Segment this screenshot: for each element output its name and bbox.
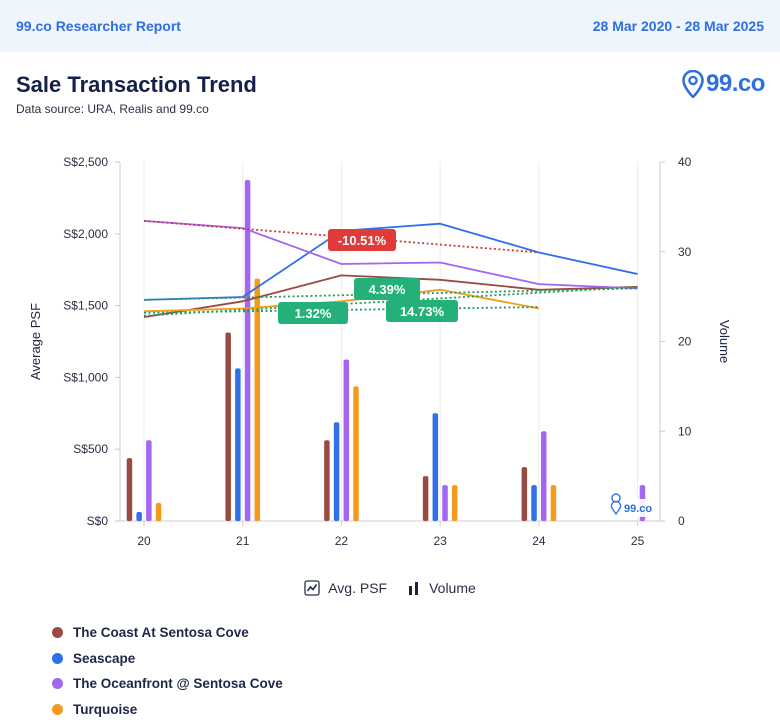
volume-bar xyxy=(521,467,528,521)
x-tick-label: 23 xyxy=(433,534,447,548)
volume-bar xyxy=(353,386,359,521)
legend-label-turquoise: Turquoise xyxy=(73,701,138,717)
x-tick-label: 25 xyxy=(631,534,645,548)
legend-item-turquoise[interactable]: Turquoise xyxy=(52,697,283,722)
trend-badge-label: 4.39% xyxy=(369,282,406,297)
trend-badge-label: -10.51% xyxy=(338,233,387,248)
trend-badge xyxy=(278,302,348,324)
legend-dot-turquoise xyxy=(52,703,63,715)
legend-dot-the-coast xyxy=(52,627,63,639)
y-right-tick-label: 10 xyxy=(678,424,692,438)
volume-bar xyxy=(324,440,330,521)
legend-label-oceanfront: The Oceanfront @ Sentosa Cove xyxy=(73,676,283,692)
y-right-axis-title: Volume xyxy=(717,320,732,363)
volume-bar xyxy=(235,368,241,521)
volume-bar xyxy=(136,512,142,521)
chart-type-legend: Avg. PSF Volume xyxy=(0,580,780,596)
volume-bar xyxy=(531,485,537,521)
watermark-logo-text: 99.co xyxy=(624,503,652,515)
volume-bar xyxy=(432,413,439,521)
volume-bar xyxy=(442,485,448,521)
report-label: 99.co Researcher Report xyxy=(16,18,181,34)
y-left-tick-label: S$500 xyxy=(73,442,108,456)
sale-transaction-chart: 20 21 22 23 24 25 S$0 S$500 S$1,000 S$1,500 S$2,00… xyxy=(28,155,732,548)
legend-item-seascape[interactable]: Seascape xyxy=(52,646,283,672)
y-left-tick-label: S$1,000 xyxy=(63,370,108,384)
bar-chart-icon xyxy=(409,582,419,595)
data-source-note: Data source: URA, Realis and 99.co xyxy=(16,102,209,116)
watermark-background xyxy=(610,499,654,517)
volume-bar xyxy=(333,422,340,521)
volume-bar xyxy=(540,431,547,521)
volume-bar xyxy=(422,476,429,521)
volume-bar xyxy=(146,440,152,521)
report-header-bar: 99.co Researcher Report 28 Mar 2020 - 28… xyxy=(0,0,780,52)
avg-psf-line xyxy=(143,274,638,318)
watermark-pin-icon xyxy=(610,493,622,516)
y-right-tick-label: 20 xyxy=(678,335,692,349)
y-left-tick-label: S$2,500 xyxy=(63,155,108,169)
line-chart-icon xyxy=(304,580,320,596)
legend-label-seascape: Seascape xyxy=(73,650,136,666)
logo-wordmark: 99.co xyxy=(706,70,765,97)
y-right-tick-label: 40 xyxy=(678,155,692,169)
location-pin-icon xyxy=(682,70,704,98)
volume-bar xyxy=(244,179,251,521)
volume-legend[interactable]: Volume xyxy=(407,580,476,596)
avg-psf-legend[interactable]: Avg. PSF xyxy=(304,580,387,596)
y-left-axis-title: Average PSF xyxy=(28,303,43,380)
trend-badge-label: 14.73% xyxy=(400,304,445,319)
legend-item-the-coast[interactable]: The Coast At Sentosa Cove xyxy=(52,620,283,646)
y-left-tick-label: S$2,000 xyxy=(63,227,108,241)
x-tick-label: 22 xyxy=(335,534,349,548)
volume-bar xyxy=(225,332,231,521)
y-left-tick-label: S$1,500 xyxy=(63,299,108,313)
legend-dot-seascape xyxy=(52,652,63,664)
y-right-tick-label: 30 xyxy=(678,245,692,259)
trend-badge-label: 1.32% xyxy=(295,306,332,321)
volume-bar xyxy=(550,485,557,521)
trend-badge xyxy=(328,229,396,251)
avg-psf-legend-label: Avg. PSF xyxy=(328,580,388,596)
volume-bar xyxy=(155,503,162,521)
legend-label-the-coast: The Coast At Sentosa Cove xyxy=(73,625,249,641)
page-title: Sale Transaction Trend xyxy=(16,72,257,97)
trend-badge xyxy=(386,300,458,322)
trend-badge xyxy=(354,278,420,300)
volume-bar xyxy=(254,278,261,521)
y-right-tick-label: 0 xyxy=(678,514,685,528)
x-tick-label: 20 xyxy=(137,534,151,548)
series-legend: The Coast At Sentosa Cove Seascape The O… xyxy=(52,620,283,722)
x-tick-label: 24 xyxy=(532,534,546,548)
x-tick-label: 21 xyxy=(236,534,250,548)
legend-dot-oceanfront xyxy=(52,678,63,690)
volume-bar xyxy=(126,458,133,521)
date-range: 28 Mar 2020 - 28 Mar 2025 xyxy=(592,18,764,34)
trend-line xyxy=(143,287,638,301)
volume-bar xyxy=(343,359,350,521)
y-left-tick-label: S$0 xyxy=(87,514,109,528)
legend-item-oceanfront[interactable]: The Oceanfront @ Sentosa Cove xyxy=(52,671,283,697)
brand-logo: 99.co xyxy=(682,68,765,100)
trend-line xyxy=(143,306,539,314)
volume-legend-label: Volume xyxy=(429,580,476,596)
volume-bar xyxy=(451,485,458,521)
